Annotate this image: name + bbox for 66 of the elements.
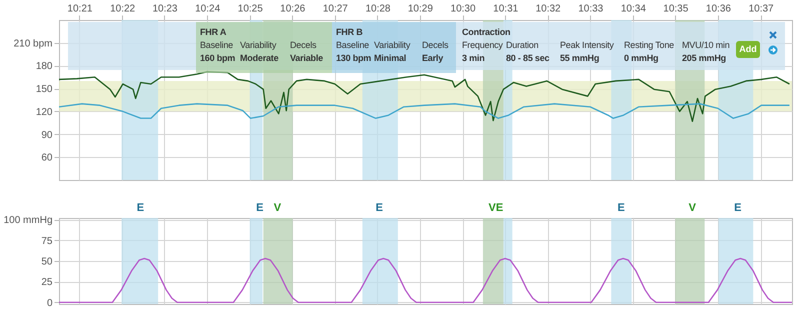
y-tick-label: 150 [36, 84, 53, 96]
text: E [256, 202, 264, 214]
x-tick-label: 10:25 [238, 4, 264, 14]
x-tick-label: 10:31 [493, 4, 519, 14]
line-series [59, 71, 790, 122]
y-tick-label: 90 [41, 130, 53, 141]
annotation: 160 bpm [200, 53, 236, 63]
text: V [274, 202, 282, 214]
x-tick-label: 10:37 [748, 4, 774, 14]
x-tick-label: 10:33 [578, 4, 604, 14]
annotation: Decels [290, 40, 316, 50]
line-series [59, 103, 790, 119]
text: V [688, 202, 697, 214]
y-tick-label: 120 [36, 106, 53, 118]
x-tick-label: 10:32 [536, 4, 562, 14]
x-tick-label: 10:35 [663, 4, 689, 14]
text: E [376, 202, 383, 214]
x-tick-label: 10:28 [365, 4, 391, 14]
line-series [59, 258, 792, 303]
annotation: Variable [290, 53, 323, 63]
y-tick-label: 75 [41, 236, 53, 247]
annotation: Early [422, 53, 444, 63]
x-tick-label: 10:36 [706, 4, 732, 14]
text: E [136, 202, 144, 214]
annotation: Variability [240, 40, 276, 50]
text: E [734, 202, 742, 214]
x-tick-label: 10:27 [322, 4, 348, 14]
annotation: 0 mmHg [624, 53, 658, 63]
text: E [496, 202, 504, 214]
annotation: Frequency [462, 40, 503, 50]
annotation: Variability [374, 40, 410, 50]
x-tick-label: 10:21 [67, 4, 93, 14]
annotation: Peak Intensity [560, 40, 614, 50]
y-tick-label: 210 bpm [14, 38, 52, 50]
annotation: Resting Tone [624, 40, 674, 50]
annotation: 3 min [462, 53, 485, 63]
annotation: Contraction [462, 27, 510, 37]
x-tick-label: 10:22 [110, 4, 136, 14]
annotation: Duration [506, 40, 538, 50]
y-tick-label: 100 mmHg [4, 215, 52, 226]
annotation: 55 mmHg [560, 53, 600, 63]
x-tick-label: 10:24 [195, 4, 221, 14]
y-tick-label: 180 [36, 61, 53, 72]
annotation: Minimal [374, 53, 406, 63]
y-tick-label: 60 [41, 152, 53, 164]
x-tick-label: 10:30 [450, 4, 476, 14]
annotation: 80 - 85 sec [506, 53, 550, 63]
x-tick-label: 10:29 [408, 4, 434, 14]
annotation: Decels [422, 40, 448, 50]
x-tick-label: 10:23 [152, 4, 178, 14]
annotation: MVU/10 min [682, 40, 730, 50]
annotation: 130 bpm [336, 53, 372, 63]
y-tick-label: 50 [41, 256, 53, 268]
annotation: Moderate [240, 53, 278, 63]
annotation: FHR A [200, 27, 226, 37]
x-tick-label: 10:34 [620, 4, 646, 14]
text: V [488, 202, 497, 214]
annotation: FHR B [336, 27, 362, 37]
x-tick-label: 10:26 [280, 4, 306, 14]
text: E [618, 202, 625, 214]
annotation: Baseline [336, 40, 369, 50]
annotation: Baseline [200, 40, 233, 50]
y-tick-label: 0 [46, 298, 53, 309]
add-button: Add [736, 41, 760, 58]
y-tick-label: 25 [41, 277, 53, 288]
annotation: 205 mmHg [682, 53, 726, 63]
